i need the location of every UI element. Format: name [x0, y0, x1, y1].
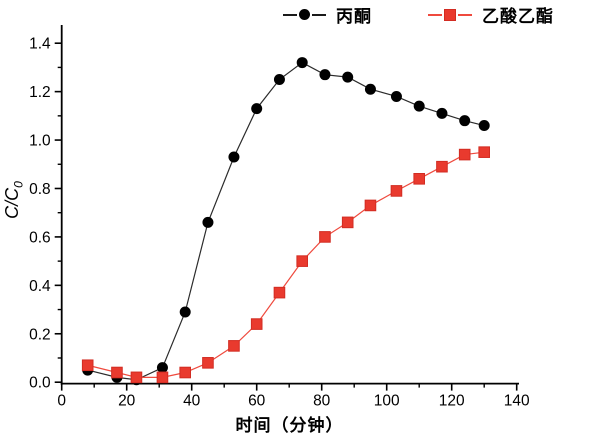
x-tick-label: 120	[439, 393, 465, 410]
acetone-data-point	[390, 90, 402, 102]
ethyl-acetate-data-point	[130, 371, 143, 384]
y-axis-title: C/C0	[2, 181, 26, 219]
y-tick-label: 1.4	[29, 36, 51, 53]
legend-item-acetone: 丙酮	[283, 2, 372, 27]
ethyl-acetate-data-point	[390, 185, 403, 197]
ethyl-acetate-data-point	[202, 357, 214, 369]
ethyl-acetate-data-point	[228, 340, 240, 352]
legend-item-ethyl-acetate: 乙酸乙酯	[428, 2, 554, 27]
ethyl-acetate-data-point	[250, 318, 263, 330]
ethyl-acetate-data-point	[179, 366, 191, 379]
acetone-data-point	[342, 71, 354, 83]
legend-label-acetone: 丙酮	[336, 7, 372, 26]
ethyl-acetate-data-point	[81, 359, 94, 372]
x-axis-title: 时间（分钟）	[235, 416, 344, 435]
acetone-series-line	[87, 61, 485, 381]
acetone-data-point	[413, 100, 425, 112]
acetone-data-point	[228, 151, 240, 163]
ethyl-acetate-series-line	[87, 151, 485, 378]
ethyl-acetate-data-point	[458, 148, 471, 161]
acetone-data-point	[156, 362, 168, 374]
ethyl-acetate-data-point	[436, 160, 448, 173]
acetone-data-point	[319, 69, 331, 81]
acetone-data-point	[296, 57, 308, 69]
acetone-data-point	[478, 120, 490, 132]
y-tick-label: 0.2	[29, 326, 51, 343]
ethyl-acetate-data-point	[111, 366, 123, 379]
ethyl-acetate-data-point	[341, 216, 354, 229]
x-tick-label: 140	[504, 393, 530, 410]
acetone-data-point	[436, 107, 448, 119]
y-tick-label: 0.8	[29, 181, 51, 198]
y-tick-label: 1.0	[29, 133, 51, 150]
y-tick-label: 1.2	[29, 84, 51, 101]
legend: 丙酮 乙酸乙酯	[283, 2, 554, 27]
y-tick-label: 0.6	[29, 229, 51, 246]
y-tick-label: 0.4	[29, 278, 51, 295]
acetone-data-point	[459, 115, 471, 127]
acetone-data-point	[364, 83, 376, 95]
x-tick-label: 80	[313, 393, 331, 410]
ethyl-acetate-data-point	[273, 286, 286, 299]
ethyl-acetate-data-point	[364, 199, 377, 212]
acetone-data-point	[273, 74, 285, 86]
acetone-data-point	[202, 216, 214, 228]
x-tick-label: 60	[248, 393, 266, 410]
ethyl-acetate-data-point	[478, 146, 490, 158]
acetone-data-point	[251, 103, 263, 115]
ethyl-acetate-data-point	[413, 173, 425, 185]
ethyl-acetate-data-point	[296, 255, 308, 267]
x-tick-label: 40	[183, 393, 201, 410]
x-tick-label: 100	[374, 393, 400, 410]
ethyl-acetate-data-point	[156, 371, 169, 384]
x-tick-label: 20	[118, 393, 136, 410]
x-tick-label: 0	[57, 393, 66, 410]
legend-label-ethyl-acetate: 乙酸乙酯	[482, 7, 554, 26]
acetone-data-point	[179, 306, 191, 318]
ethyl-acetate-line-square-marker-icon	[428, 8, 472, 21]
acetone-line-circle-marker-icon	[283, 9, 326, 20]
ethyl-acetate-data-point	[319, 231, 331, 243]
y-tick-label: 0.0	[29, 375, 51, 392]
